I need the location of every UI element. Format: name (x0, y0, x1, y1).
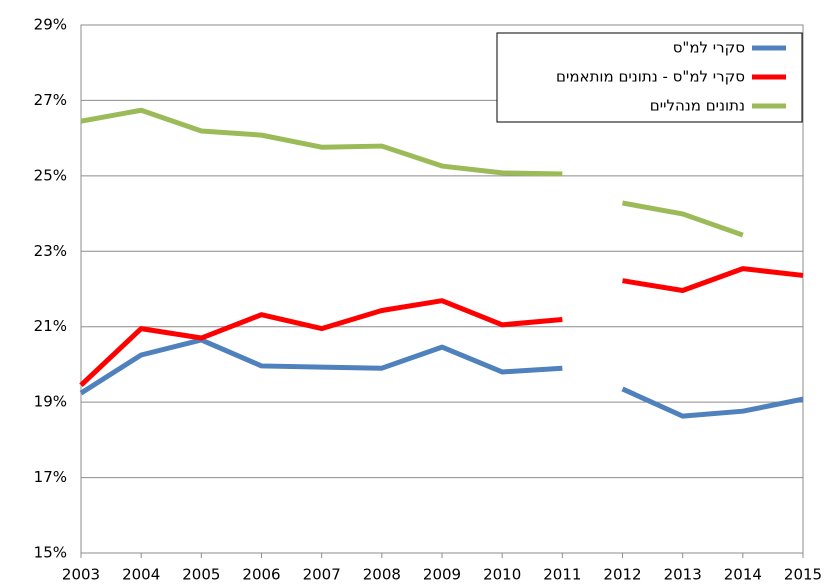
plot-frame (80, 24, 804, 554)
x-tick-label: 2005 (182, 566, 220, 584)
x-tick-label: 2003 (62, 566, 100, 584)
x-tick-label: 2007 (303, 566, 341, 584)
x-tick-label: 2012 (603, 566, 641, 584)
y-tick-label: 15% (34, 544, 67, 562)
y-tick-label: 17% (34, 468, 67, 486)
legend-box (496, 32, 803, 123)
x-tick-label: 2006 (242, 566, 280, 584)
line-series (621, 386, 804, 419)
legend-label: סקרי למ"ס - נתונים מותאמים (556, 68, 745, 86)
y-tick-label: 23% (34, 242, 67, 260)
legend-label: סקרי למ"ס (673, 39, 745, 57)
line-series (79, 298, 563, 387)
legend-label: נתונים מנהליים (650, 97, 745, 115)
x-tick-label: 2011 (543, 566, 581, 584)
x-tick-label: 2013 (664, 566, 702, 584)
x-tick-label: 2004 (122, 566, 160, 584)
y-tick-label: 19% (34, 393, 67, 411)
y-tick-label: 29% (34, 16, 67, 34)
x-tick-label: 2014 (724, 566, 762, 584)
line-series (622, 266, 804, 294)
x-tick-label: 2010 (483, 566, 521, 584)
line-series (79, 337, 563, 396)
x-tick-label: 2008 (363, 566, 401, 584)
line-series (622, 200, 744, 238)
y-tick-label: 25% (34, 166, 67, 184)
y-tick-label: 21% (34, 317, 67, 335)
x-tick-label: 2015 (784, 566, 822, 584)
line-series (80, 107, 563, 177)
x-tick-label: 2009 (423, 566, 461, 584)
y-tick-label: 27% (34, 91, 67, 109)
